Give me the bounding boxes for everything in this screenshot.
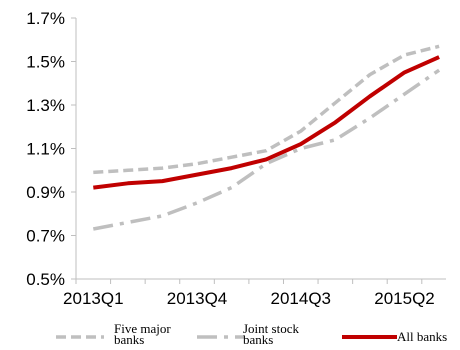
series-line-3 [93, 55, 440, 190]
x-tick-label: 2013Q1 [63, 289, 124, 308]
legend-label-1: banks [114, 332, 144, 347]
y-tick-label: 1.5% [26, 53, 65, 72]
x-tick-label: 2015Q2 [374, 289, 435, 308]
y-tick-label: 0.7% [26, 227, 65, 246]
series-line-1 [93, 44, 440, 175]
y-tick-label: 1.7% [26, 9, 65, 28]
series-layer [92, 44, 441, 231]
legend-label-2: banks [243, 332, 273, 347]
y-tick-label: 0.5% [26, 270, 65, 289]
y-tick-label: 1.1% [26, 140, 65, 159]
axes: 0.5% 0.7% 0.9% 1.1% 1.3% 1.5% 1.7% 2013Q1 2013Q4… [26, 9, 446, 308]
y-tick-label: 1.3% [26, 96, 65, 115]
legend-label-2: Joint stock [243, 321, 299, 336]
legend-label-3: All banks [397, 329, 447, 344]
series-line-2 [92, 68, 441, 231]
y-tick-label: 0.9% [26, 183, 65, 202]
x-tick-label: 2014Q3 [271, 289, 332, 308]
legend-label-1: Five major [114, 321, 171, 336]
x-tick-label: 2013Q4 [167, 289, 228, 308]
